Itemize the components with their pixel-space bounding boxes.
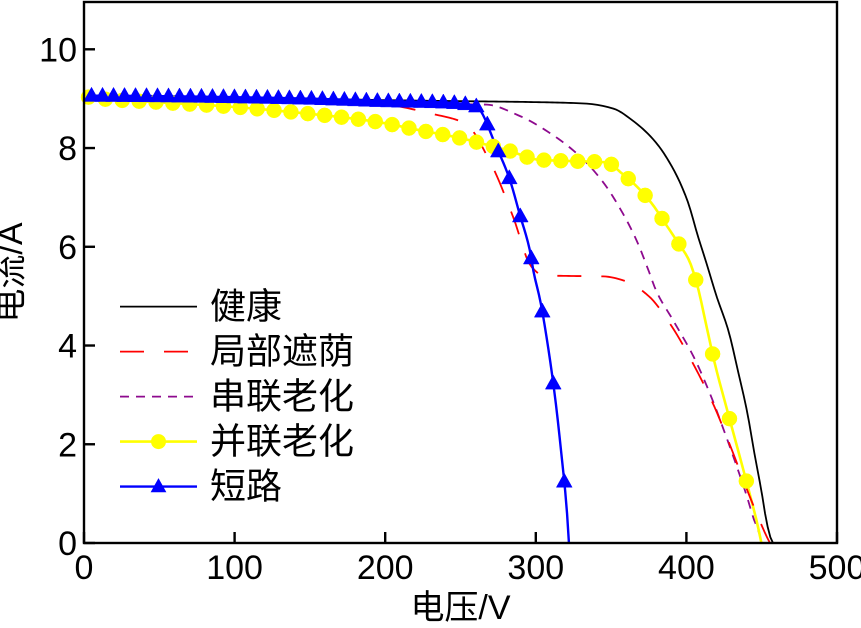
svg-text:10: 10 (39, 31, 77, 69)
svg-text:200: 200 (357, 549, 414, 587)
svg-text:6: 6 (58, 229, 77, 267)
svg-text:4: 4 (58, 328, 77, 366)
svg-text:0: 0 (58, 525, 77, 563)
svg-text:0: 0 (75, 549, 94, 587)
svg-text:2: 2 (58, 426, 77, 464)
svg-text:电流/A: 电流/A (0, 222, 30, 322)
svg-text:8: 8 (58, 130, 77, 168)
svg-text:400: 400 (658, 549, 715, 587)
svg-text:串联老化: 串联老化 (210, 376, 354, 417)
svg-text:100: 100 (206, 549, 263, 587)
svg-text:并联老化: 并联老化 (210, 421, 354, 462)
svg-text:健康: 健康 (210, 286, 282, 327)
svg-text:300: 300 (507, 549, 564, 587)
svg-text:短路: 短路 (210, 466, 282, 507)
svg-text:500: 500 (809, 549, 861, 587)
svg-text:局部遮荫: 局部遮荫 (210, 331, 354, 372)
svg-text:电压/V: 电压/V (410, 589, 510, 623)
